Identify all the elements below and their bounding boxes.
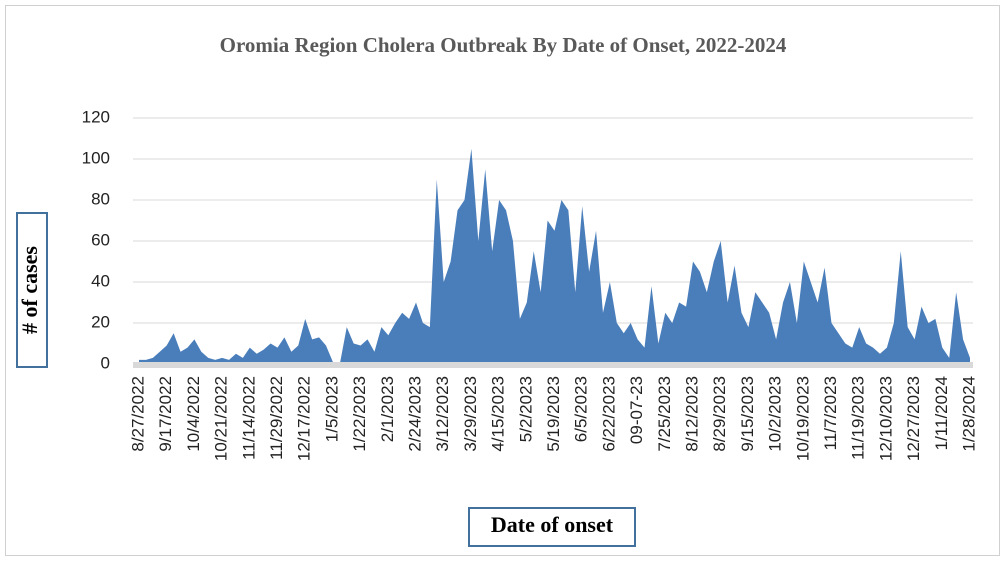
x-axis-label-box — [468, 507, 636, 547]
y-axis-label: # of cases — [17, 246, 42, 334]
x-tick-label: 8/29/2023 — [710, 376, 729, 452]
x-tick-label: 1/11/2024 — [932, 376, 951, 450]
chart-title: Oromia Region Cholera Outbreak By Date o… — [220, 33, 787, 57]
y-tick-label: 40 — [91, 271, 110, 290]
x-tick-label: 7/25/2023 — [655, 376, 674, 452]
x-tick-label: 09-07-23 — [627, 376, 646, 444]
x-tick-label: 2/1/2023 — [378, 376, 397, 442]
x-tick-label: 11/29/2022 — [267, 376, 286, 460]
x-tick-label: 11/19/2023 — [849, 376, 868, 460]
y-tick-label: 80 — [91, 189, 110, 208]
x-tick-label: 1/28/2024 — [959, 376, 978, 452]
x-tick-label: 11/14/2022 — [239, 376, 258, 460]
x-tick-label: 5/2/2023 — [516, 376, 535, 442]
x-tick-label: 8/12/2023 — [682, 376, 701, 452]
x-tick-label: 3/12/2023 — [433, 376, 452, 452]
x-axis-band — [133, 362, 973, 368]
y-tick-label: 60 — [91, 230, 110, 249]
x-tick-label: 9/15/2023 — [738, 376, 757, 452]
x-tick-label: 2/24/2023 — [405, 376, 424, 452]
x-tick-label: 9/17/2022 — [156, 376, 175, 452]
x-tick-label: 1/5/2023 — [322, 376, 341, 442]
x-tick-label: 12/17/2022 — [295, 376, 314, 461]
y-tick-label: 0 — [101, 353, 110, 372]
y-tick-label: 100 — [82, 148, 110, 167]
x-tick-label: 8/27/2022 — [128, 376, 147, 452]
x-tick-label: 6/5/2023 — [572, 376, 591, 442]
x-tick-label: 5/19/2023 — [544, 376, 563, 452]
x-tick-label: 10/2/2023 — [766, 376, 785, 452]
x-tick-label: 12/27/2023 — [904, 376, 923, 461]
x-tick-label: 3/29/2023 — [461, 376, 480, 452]
area — [139, 148, 970, 364]
x-tick-label: 6/22/2023 — [599, 376, 618, 452]
x-tick-label: 4/15/2023 — [489, 376, 508, 452]
x-axis-label: Date of onset — [491, 512, 614, 537]
y-tick-label: 120 — [82, 107, 110, 126]
y-axis-label-box — [16, 212, 48, 368]
x-tick-label: 12/10/2023 — [876, 376, 895, 461]
x-tick-label: 10/21/2022 — [212, 376, 231, 461]
x-tick-label: 11/7/2023 — [821, 376, 840, 450]
x-tick-label: 10/4/2022 — [184, 376, 203, 452]
x-tick-label: 10/19/2023 — [793, 376, 812, 461]
x-tick-label: 1/22/2023 — [350, 376, 369, 452]
y-tick-label: 20 — [91, 312, 110, 331]
